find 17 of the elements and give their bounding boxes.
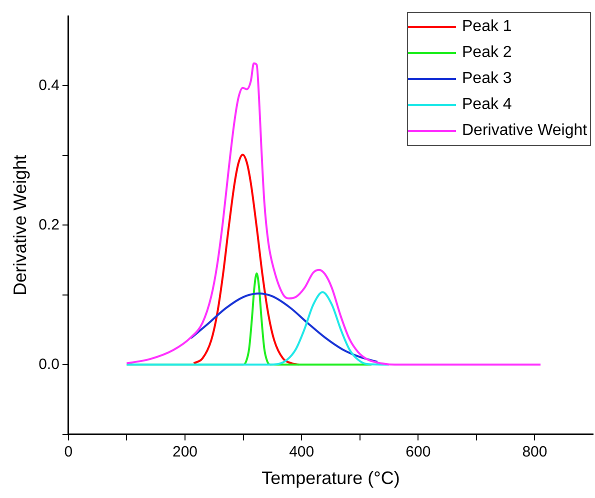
x-tick-label: 400 — [289, 444, 314, 461]
legend-label: Peak 3 — [462, 69, 512, 89]
legend-label: Derivative Weight — [462, 121, 588, 141]
y-axis-title: Derivative Weight — [10, 154, 30, 296]
x-tick-label: 600 — [406, 444, 431, 461]
x-axis-title: Temperature (°C) — [262, 468, 400, 488]
line-series — [126, 291, 390, 366]
y-tick-label: 0.4 — [38, 76, 60, 94]
x-tick-label: 200 — [172, 444, 198, 461]
line-series — [190, 292, 378, 363]
y-tick-label: 0.0 — [38, 356, 60, 373]
x-tick-label: 800 — [522, 444, 548, 461]
legend-label: Peak 4 — [462, 95, 512, 115]
legend-label: Peak 1 — [462, 17, 512, 37]
legend-label: Peak 2 — [462, 43, 512, 63]
x-tick-label: 0 — [64, 444, 73, 461]
y-tick-label: 0.2 — [38, 216, 60, 234]
